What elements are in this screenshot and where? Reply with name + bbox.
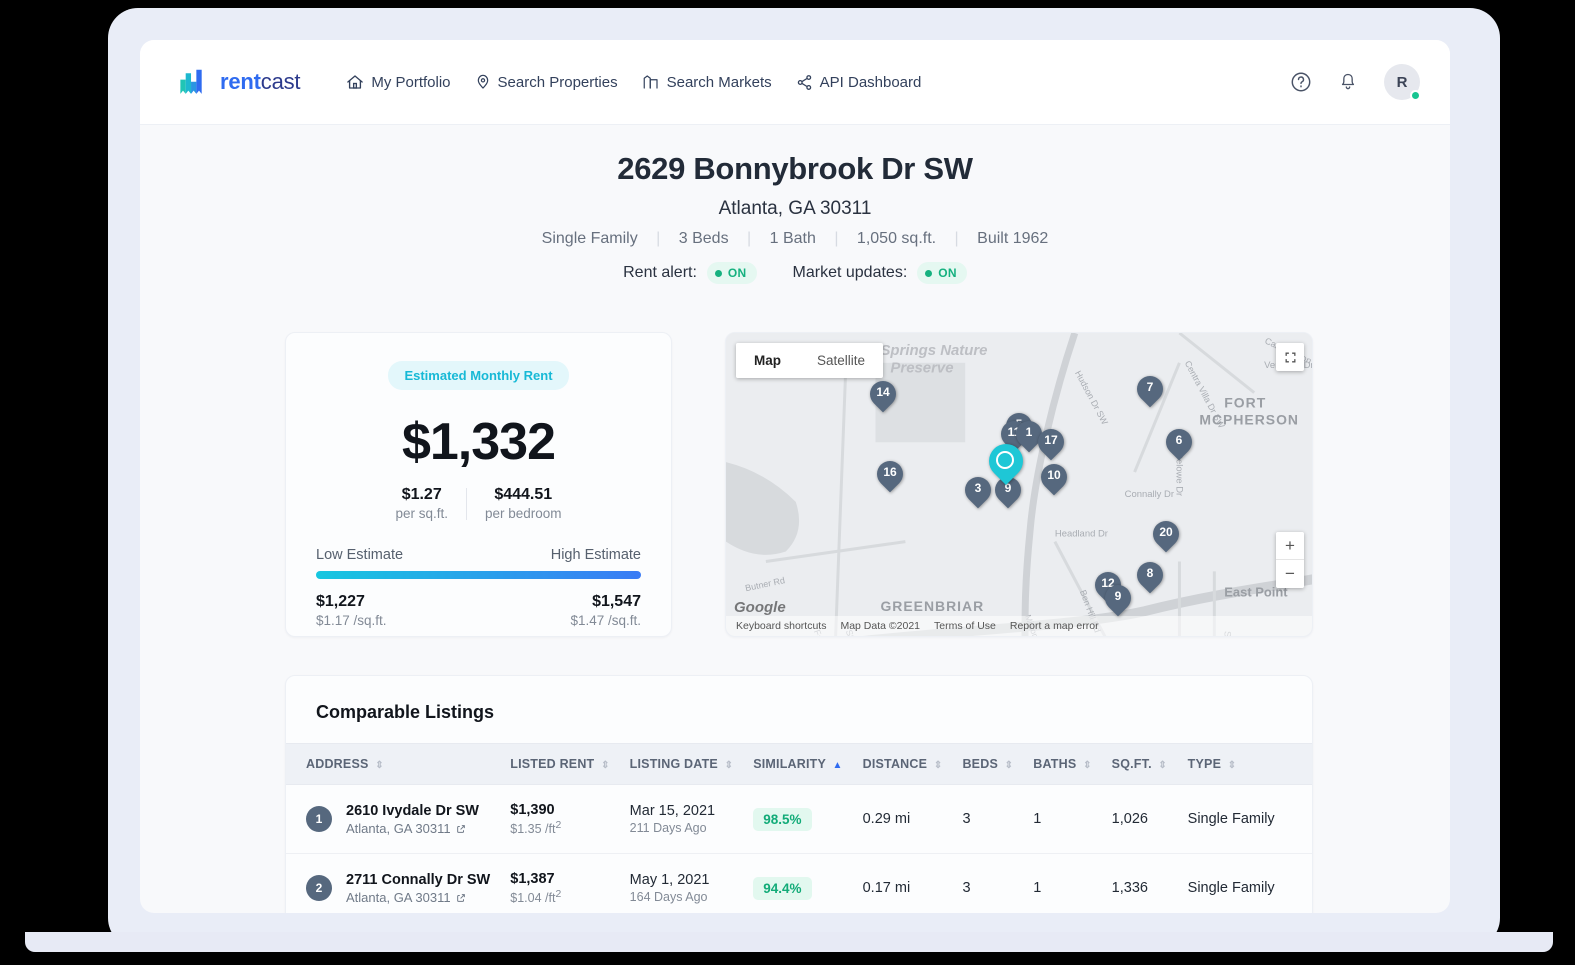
svg-text:FORT: FORT (1224, 395, 1266, 411)
svg-text:Connally Dr: Connally Dr (1125, 489, 1174, 500)
svg-text:MCPHERSON: MCPHERSON (1199, 411, 1299, 427)
svg-text:Headland Dr: Headland Dr (1055, 529, 1108, 540)
svg-text:Preserve: Preserve (890, 360, 953, 377)
svg-text:Springs Nature: Springs Nature (880, 342, 987, 359)
svg-text:GREENBRIAR: GREENBRIAR (880, 598, 984, 614)
